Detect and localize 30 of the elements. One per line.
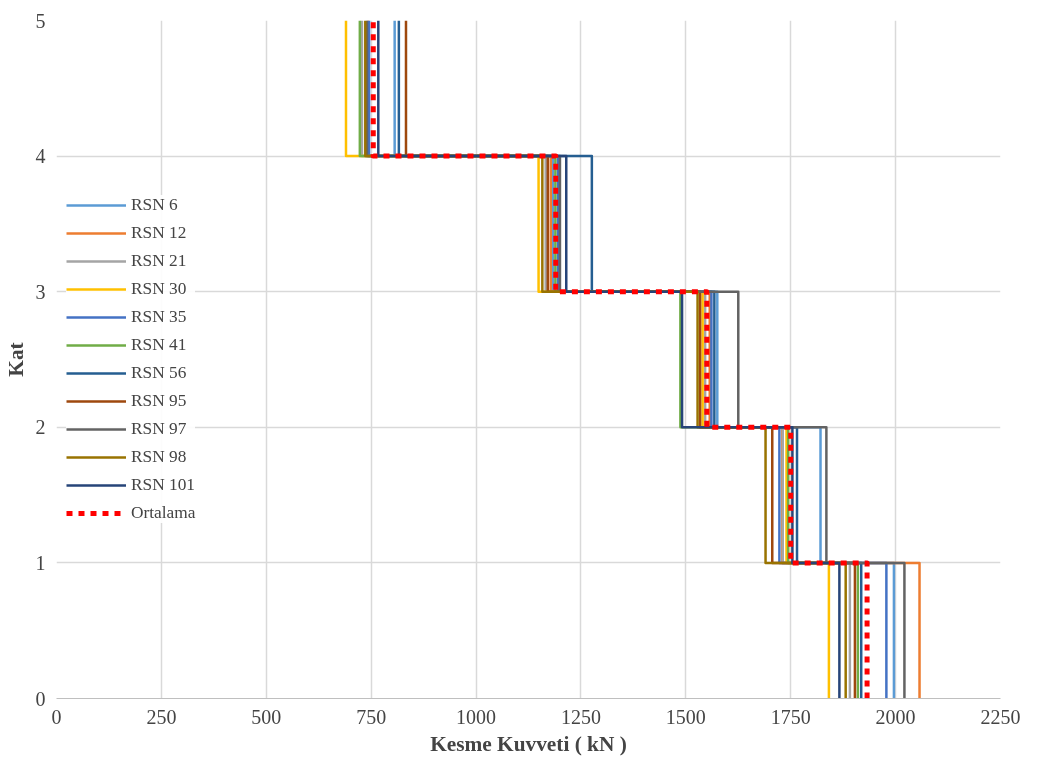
- x-tick-label: 1000: [456, 705, 497, 728]
- legend-label: Ortalama: [131, 503, 196, 523]
- x-tick-label: 2250: [980, 705, 1021, 728]
- y-axis-title: Kat: [3, 341, 28, 377]
- legend-label: RSN 101: [131, 475, 196, 495]
- y-tick-label: 5: [35, 9, 46, 32]
- x-tick-label: 0: [51, 705, 62, 728]
- legend-label: RSN 6: [131, 195, 178, 215]
- legend-label: RSN 12: [131, 223, 187, 243]
- x-tick-label: 1250: [560, 705, 601, 728]
- y-tick-label: 4: [35, 145, 46, 168]
- y-tick-label: 1: [35, 551, 46, 574]
- x-axis-title: Kesme Kuvveti ( kN ): [430, 731, 627, 756]
- x-tick-label: 2000: [875, 705, 916, 728]
- legend-label: RSN 98: [131, 447, 187, 467]
- x-tick-label: 250: [146, 705, 177, 728]
- legend-label: RSN 56: [131, 363, 187, 383]
- x-tick-label: 750: [356, 705, 387, 728]
- x-tick-label: 1500: [665, 705, 706, 728]
- y-tick-label: 0: [35, 687, 46, 710]
- y-tick-label: 3: [35, 280, 46, 303]
- legend-label: RSN 95: [131, 391, 187, 411]
- x-tick-label: 500: [251, 705, 282, 728]
- legend-label: RSN 21: [131, 251, 187, 271]
- legend-label: RSN 97: [131, 419, 187, 439]
- legend-label: RSN 35: [131, 307, 187, 327]
- legend-label: RSN 30: [131, 279, 187, 299]
- x-tick-label: 1750: [770, 705, 811, 728]
- y-tick-label: 2: [35, 416, 46, 439]
- legend-label: RSN 41: [131, 335, 187, 355]
